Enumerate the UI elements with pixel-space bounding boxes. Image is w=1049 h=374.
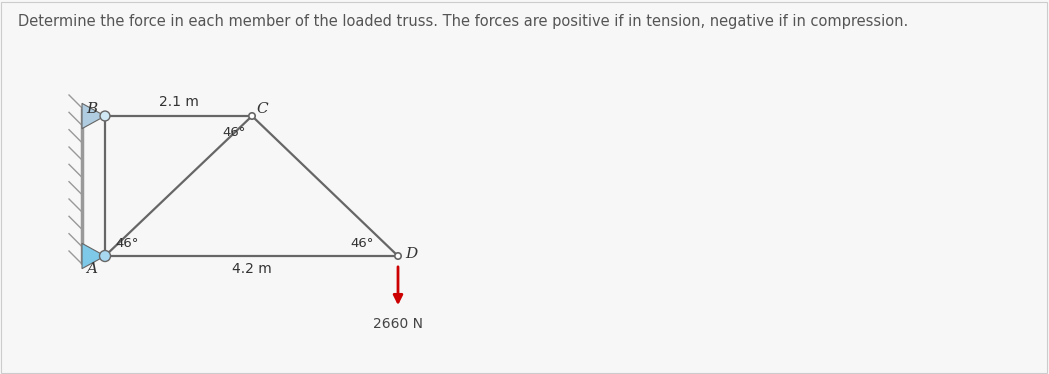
- Text: 4.2 m: 4.2 m: [232, 262, 272, 276]
- Text: A: A: [86, 262, 98, 276]
- Text: B: B: [86, 102, 98, 116]
- Text: Determine the force in each member of the loaded truss. The forces are positive : Determine the force in each member of th…: [18, 14, 908, 29]
- Circle shape: [394, 253, 401, 259]
- Text: 46°: 46°: [222, 126, 245, 139]
- Text: 2.1 m: 2.1 m: [158, 95, 198, 109]
- Polygon shape: [82, 103, 105, 129]
- Circle shape: [100, 111, 110, 121]
- Text: 46°: 46°: [115, 237, 138, 250]
- Text: 46°: 46°: [350, 237, 373, 250]
- Text: C: C: [256, 102, 267, 116]
- Polygon shape: [82, 243, 105, 269]
- Circle shape: [249, 113, 255, 119]
- Text: 2660 N: 2660 N: [373, 317, 423, 331]
- Text: D: D: [405, 247, 418, 261]
- Circle shape: [100, 251, 110, 261]
